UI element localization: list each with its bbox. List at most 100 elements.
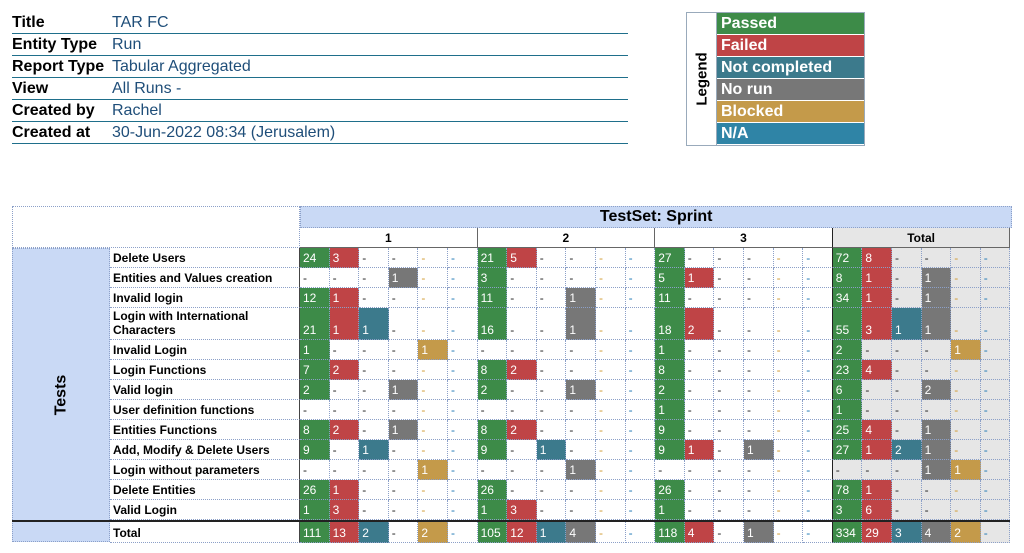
- result-cell: -: [507, 340, 537, 360]
- result-cell: -: [744, 460, 774, 480]
- result-cell: 1: [418, 460, 448, 480]
- total-divider: [12, 520, 1011, 522]
- result-cell: -: [448, 460, 478, 480]
- result-cell: -: [388, 500, 419, 520]
- result-cell: -: [448, 360, 478, 380]
- result-cell: 8: [477, 420, 508, 440]
- result-cell: -: [803, 340, 833, 360]
- result-cell: 1: [566, 460, 596, 480]
- group-header: 1: [300, 228, 478, 248]
- result-cell: 2: [329, 360, 360, 380]
- result-cell: -: [803, 460, 833, 480]
- result-cell: -: [507, 400, 537, 420]
- result-cell: -: [329, 340, 360, 360]
- result-cell: -: [714, 248, 744, 268]
- result-cell: -: [714, 268, 744, 288]
- result-cell: -: [300, 460, 330, 480]
- test-row-label: Login with International Characters: [110, 308, 300, 340]
- result-cell: 1: [892, 308, 922, 340]
- result-cell: -: [566, 248, 596, 268]
- result-cell: -: [862, 380, 892, 400]
- result-cell: -: [359, 420, 389, 440]
- result-cell: 5: [507, 248, 537, 268]
- meta-value: 30-Jun-2022 08:34 (Jerusalem): [112, 124, 336, 141]
- result-cell: 2: [477, 380, 508, 400]
- result-cell: -: [803, 380, 833, 400]
- result-cell: 2: [921, 380, 952, 400]
- meta-row: Title TAR FC: [12, 12, 628, 34]
- result-cell: 1: [418, 340, 448, 360]
- result-cell: 1: [388, 268, 419, 288]
- meta-label: Created by: [12, 102, 95, 119]
- result-cell: 9: [300, 440, 330, 460]
- group-header: 2: [477, 228, 656, 248]
- result-cell: -: [625, 480, 656, 500]
- result-cell: -: [507, 308, 537, 340]
- result-cell: -: [980, 522, 1011, 543]
- result-cell: 24: [300, 248, 330, 268]
- result-cell: -: [684, 340, 715, 360]
- result-cell: 1: [359, 308, 389, 340]
- result-cell: -: [892, 380, 922, 400]
- result-cell: -: [714, 460, 744, 480]
- result-cell: 1: [566, 288, 596, 308]
- result-cell: 5: [655, 268, 685, 288]
- result-cell: -: [773, 522, 804, 543]
- result-cell: -: [951, 440, 981, 460]
- result-cell: -: [714, 420, 744, 440]
- result-cell: -: [803, 400, 833, 420]
- result-cell: 1: [921, 460, 952, 480]
- result-cell: -: [921, 360, 952, 380]
- result-cell: -: [714, 308, 744, 340]
- result-cell: 1: [329, 288, 360, 308]
- result-cell: -: [388, 340, 419, 360]
- result-cell: -: [596, 380, 626, 400]
- result-cell: 9: [477, 440, 508, 460]
- result-cell: -: [803, 268, 833, 288]
- result-cell: -: [744, 288, 774, 308]
- result-cell: 4: [566, 522, 596, 543]
- result-cell: 1: [862, 268, 892, 288]
- result-cell: -: [536, 420, 567, 440]
- result-cell: 21: [300, 308, 330, 340]
- result-cell: -: [448, 500, 478, 520]
- result-cell: -: [388, 400, 419, 420]
- result-cell: 3: [477, 268, 508, 288]
- result-cell: -: [566, 400, 596, 420]
- meta-label: Report Type: [12, 58, 105, 75]
- result-cell: 1: [921, 440, 952, 460]
- result-cell: 1: [951, 460, 981, 480]
- result-cell: 1: [329, 308, 360, 340]
- result-cell: -: [744, 380, 774, 400]
- result-cell: 2: [418, 522, 448, 543]
- result-cell: -: [625, 440, 656, 460]
- result-cell: -: [832, 460, 863, 480]
- result-cell: -: [477, 460, 508, 480]
- result-cell: -: [744, 268, 774, 288]
- result-cell: 1: [566, 308, 596, 340]
- result-cell: -: [951, 400, 981, 420]
- result-cell: -: [892, 400, 922, 420]
- result-cell: -: [507, 288, 537, 308]
- result-cell: -: [803, 308, 833, 340]
- result-cell: 1: [921, 288, 952, 308]
- result-cell: -: [714, 480, 744, 500]
- result-cell: 29: [862, 522, 892, 543]
- result-cell: 13: [329, 522, 360, 543]
- result-cell: 8: [832, 268, 863, 288]
- result-cell: -: [536, 480, 567, 500]
- legend-item-na: N/A: [717, 123, 864, 145]
- result-cell: 1: [300, 340, 330, 360]
- result-cell: -: [744, 248, 774, 268]
- result-cell: -: [448, 420, 478, 440]
- result-cell: -: [448, 248, 478, 268]
- result-cell: -: [625, 380, 656, 400]
- result-cell: -: [596, 440, 626, 460]
- result-cell: 23: [832, 360, 863, 380]
- test-row-label: Valid login: [110, 380, 300, 400]
- result-cell: -: [566, 420, 596, 440]
- result-cell: -: [862, 460, 892, 480]
- result-cell: -: [596, 360, 626, 380]
- result-cell: -: [625, 360, 656, 380]
- result-cell: 1: [832, 400, 863, 420]
